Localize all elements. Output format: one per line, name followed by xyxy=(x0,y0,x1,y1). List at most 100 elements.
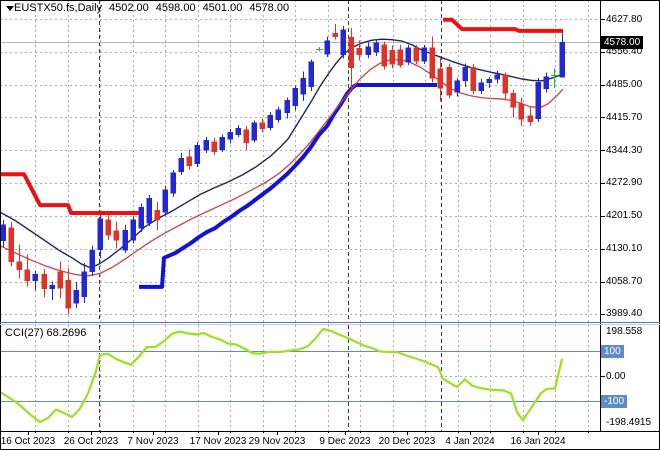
candle-body xyxy=(405,47,411,63)
candle-body xyxy=(57,271,63,289)
candle-body xyxy=(97,218,103,251)
candle-body xyxy=(543,76,549,89)
candle-body xyxy=(275,109,281,120)
candle-body xyxy=(113,230,119,241)
ma-slow-line xyxy=(0,58,564,277)
symbol-dropdown-icon[interactable] xyxy=(6,6,14,11)
candle-body xyxy=(356,47,362,56)
date-label: 29 Nov 2023 xyxy=(248,436,306,447)
date-label: 7 Nov 2023 xyxy=(127,436,179,447)
candle-body xyxy=(413,47,419,62)
cci-upper-level-tag: 100 xyxy=(601,345,624,358)
candle-body xyxy=(373,42,379,53)
candle-body xyxy=(397,49,403,66)
candle-body xyxy=(340,29,346,55)
candle-body xyxy=(32,274,38,282)
candle-body xyxy=(203,139,209,151)
candle-body xyxy=(300,77,306,95)
candle-body xyxy=(41,274,47,289)
price-axis-label: 4058.70 xyxy=(606,276,643,287)
candle-body xyxy=(421,47,427,62)
candle-body xyxy=(243,129,249,143)
candle-body xyxy=(24,269,30,282)
date-label: 20 Dec 2023 xyxy=(378,436,436,447)
candle-body xyxy=(162,189,168,213)
candle-body xyxy=(535,81,541,119)
candle-body xyxy=(429,47,435,79)
candle-body xyxy=(486,79,492,83)
candle-body xyxy=(478,82,484,91)
candle-body xyxy=(219,136,225,150)
price-axis-label: 4556.40 xyxy=(606,46,643,57)
candle-body xyxy=(365,46,371,56)
candle-body xyxy=(324,40,330,55)
ohlc-low: 4501.00 xyxy=(202,2,243,14)
current-price-tag: 4578.00 xyxy=(601,36,644,49)
date-label: 4 Jan 2024 xyxy=(445,436,495,447)
candle-body xyxy=(138,206,144,229)
candle-body xyxy=(462,66,468,82)
candle-body xyxy=(251,122,257,141)
candle-body xyxy=(0,224,6,241)
price-axis-label: 4485.00 xyxy=(606,79,643,90)
price-axis-label: 4344.30 xyxy=(606,145,643,156)
candle-body xyxy=(81,271,87,297)
candle-body xyxy=(454,80,460,93)
candle-body xyxy=(389,50,395,65)
candle-body xyxy=(259,122,265,130)
candle-body xyxy=(527,115,533,122)
date-label: 17 Nov 2023 xyxy=(189,436,247,447)
candle-body xyxy=(170,172,176,194)
date-label: 26 Oct 2023 xyxy=(63,436,119,447)
candle-body xyxy=(49,284,55,290)
ohlc-close: 4578.00 xyxy=(249,2,290,14)
chart-header: EUSTX50.fs,Daily 4502.00 4598.00 4501.00… xyxy=(4,2,296,14)
date-label: 16 Jan 2024 xyxy=(510,436,566,447)
cci-max-label: 198.558 xyxy=(606,326,643,337)
price-axis-label: 3989.40 xyxy=(606,308,643,319)
cci-lower-level-tag: -100 xyxy=(601,395,628,408)
cci-indicator-label: CCI(27) 68.2696 xyxy=(5,327,87,339)
candle-body xyxy=(348,37,354,69)
candle-body xyxy=(470,66,476,91)
candle-body xyxy=(178,157,184,173)
candle-body xyxy=(89,249,95,272)
date-label: 9 Dec 2023 xyxy=(319,436,371,447)
cci-min-label: -198.4915 xyxy=(606,417,652,428)
price-axis-label: 4415.70 xyxy=(606,112,643,123)
candle-body xyxy=(559,41,565,78)
candle-body xyxy=(154,209,160,221)
candle-body xyxy=(146,197,152,224)
price-axis-label: 4272.90 xyxy=(606,177,643,188)
candle-body xyxy=(502,74,508,94)
price-axis-label: 4627.80 xyxy=(606,14,643,25)
candle-body xyxy=(494,74,500,80)
candle-body xyxy=(510,93,516,108)
trailing-stop-down-left-line xyxy=(0,172,139,215)
candle-body xyxy=(332,32,338,38)
candle-body xyxy=(130,219,136,241)
candle-body xyxy=(211,141,217,152)
candle-body xyxy=(284,99,290,113)
candle-body xyxy=(292,87,298,107)
candle-body xyxy=(16,261,22,271)
candle-body xyxy=(267,114,273,129)
candle-body xyxy=(122,229,128,251)
candle-body xyxy=(437,68,443,89)
candle-body xyxy=(308,61,314,88)
candle-body xyxy=(194,144,200,164)
trailing-stop-down-right-line xyxy=(443,17,563,33)
candle-body xyxy=(8,227,14,262)
symbol-timeframe-label: EUSTX50.fs,Daily xyxy=(14,2,103,14)
ohlc-high: 4598.00 xyxy=(155,2,196,14)
ohlc-open: 4502.00 xyxy=(109,2,149,14)
candle-body xyxy=(227,131,233,140)
panel-splitter[interactable] xyxy=(0,321,660,325)
candle-body xyxy=(65,279,71,309)
date-label: 16 Oct 2023 xyxy=(0,436,56,447)
candle-body xyxy=(235,127,241,135)
cci-line xyxy=(0,327,564,424)
candle-body xyxy=(186,156,192,167)
